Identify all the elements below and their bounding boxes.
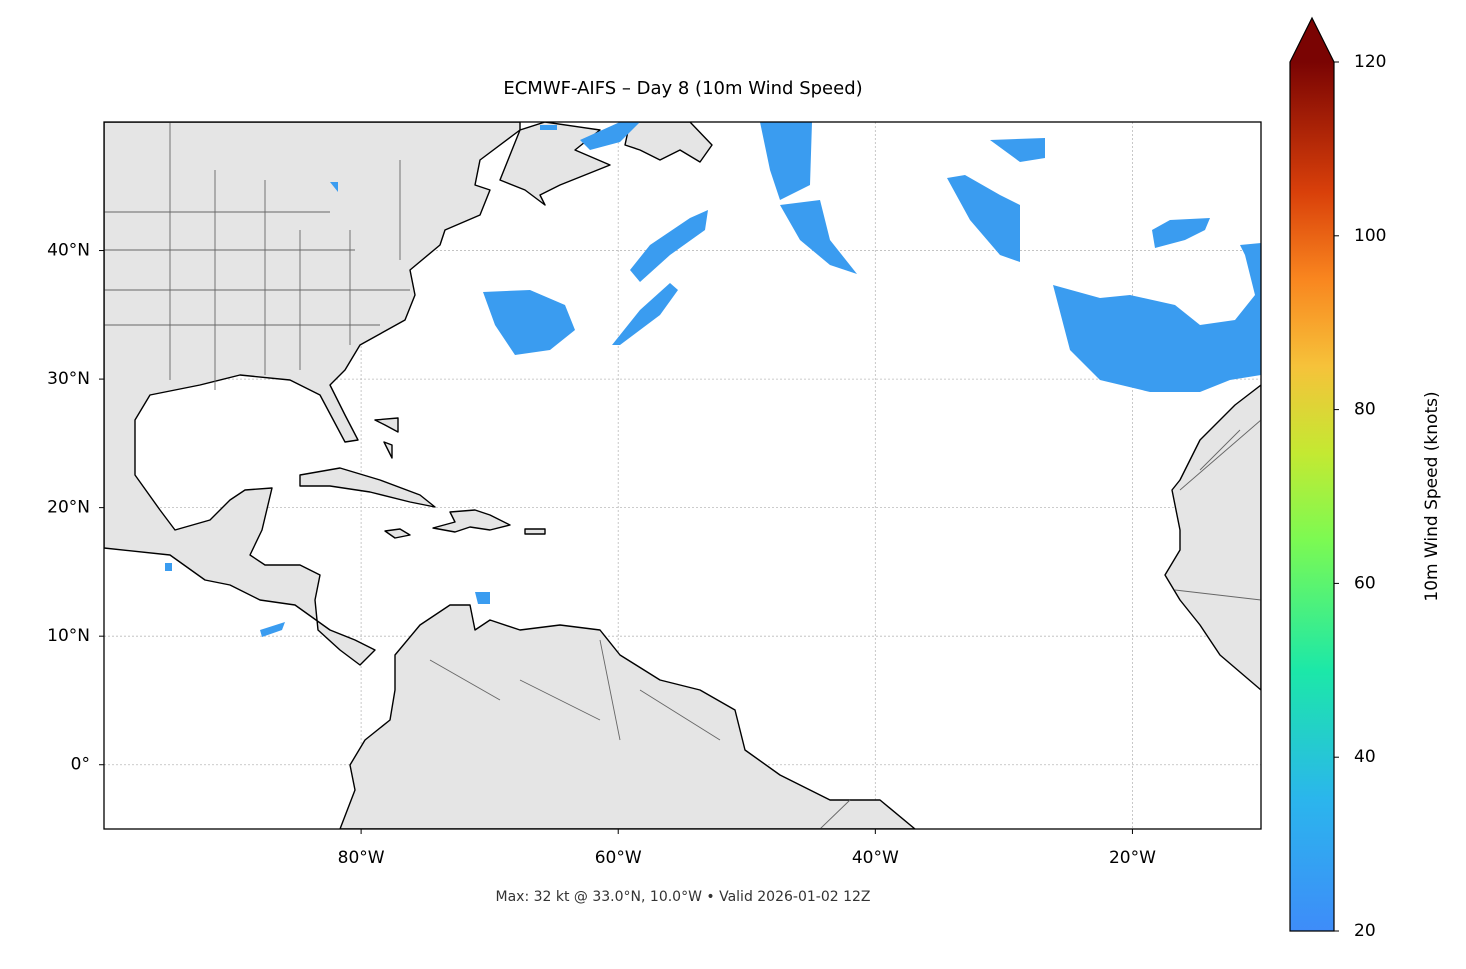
colorbar-tick-label: 80 (1354, 400, 1376, 420)
colorbar-extension (1290, 18, 1334, 62)
y-tick-label: 0° (71, 755, 90, 775)
cuba (299, 467, 436, 508)
map-features (104, 122, 1261, 829)
footnote: Max: 32 kt @ 33.0°N, 10.0°W • Valid 2026… (496, 889, 871, 905)
quebec-maritimes (499, 122, 611, 206)
colorbar-label: 10m Wind Speed (knots) (1422, 391, 1442, 601)
colorbar-tick-label: 40 (1354, 747, 1376, 767)
africa (1164, 384, 1261, 691)
jamaica (384, 528, 411, 539)
map-title: ECMWF-AIFS – Day 8 (10m Wind Speed) (503, 78, 862, 99)
map-frame (103, 121, 1262, 830)
colorbar-tick-label: 60 (1354, 573, 1376, 593)
x-tick-label: 80°W (338, 848, 385, 868)
y-tick-label: 20°N (47, 498, 90, 518)
y-tick-label: 10°N (47, 626, 90, 646)
south-america (339, 604, 916, 829)
bahamas (374, 417, 399, 459)
y-tick-label: 40°N (47, 241, 90, 261)
colorbar-outline (1289, 16, 1335, 932)
newfoundland (624, 122, 713, 163)
x-tick-label: 20°W (1109, 848, 1156, 868)
hispaniola (432, 509, 511, 533)
y-tick-label: 30°N (47, 369, 90, 389)
colorbar-tick-label: 20 (1354, 921, 1376, 941)
state-borders (104, 122, 1261, 829)
x-tick-label: 40°W (852, 848, 899, 868)
x-tick-label: 60°W (595, 848, 642, 868)
north-america (104, 122, 521, 666)
puerto-rico (524, 528, 546, 535)
colorbar-scale (1290, 62, 1334, 931)
colorbar: 20 40 60 80 100 120 10m Wind Speed (knots) (1289, 16, 1442, 941)
colorbar-tick-label: 100 (1354, 226, 1386, 246)
colorbar-tick-label: 120 (1354, 52, 1386, 72)
